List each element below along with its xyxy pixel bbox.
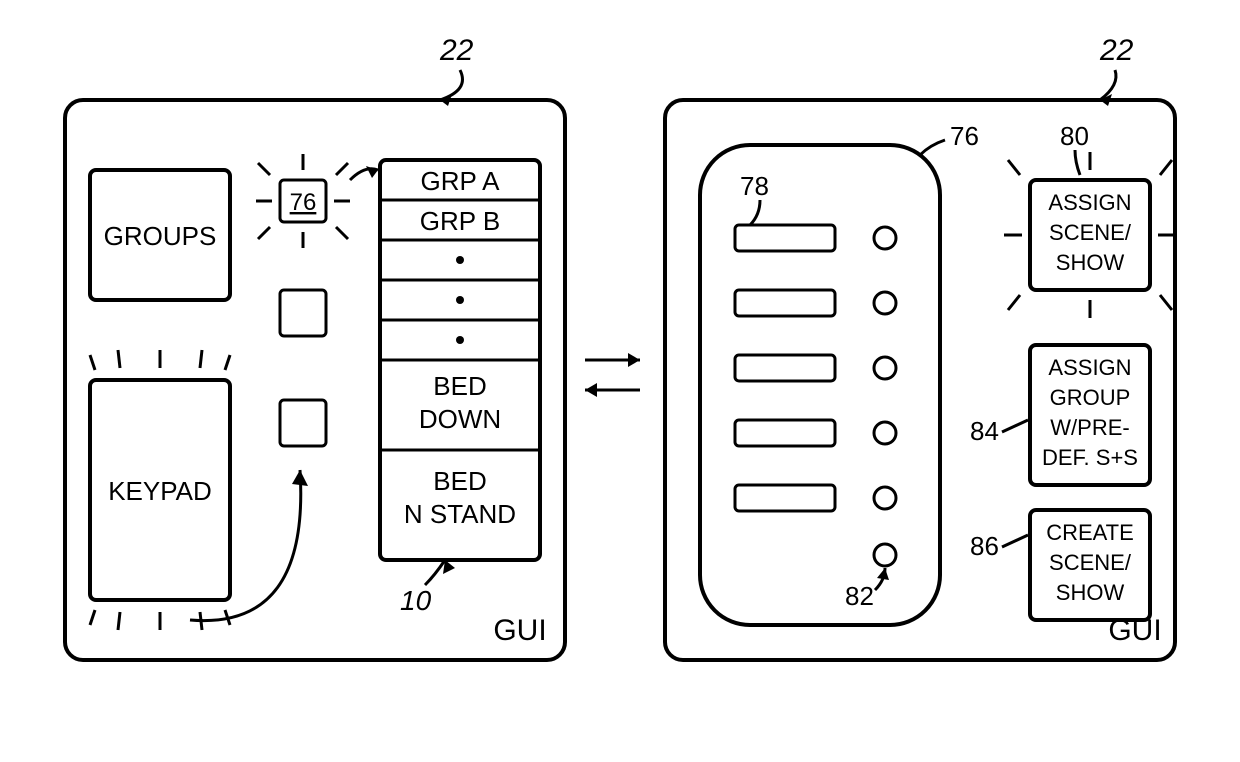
left-gui-label: GUI [493,614,546,647]
list-dot-1 [456,256,464,264]
small-box-1[interactable] [280,290,326,336]
list-item-bed-down-2: DOWN [419,404,501,434]
keypad-button-2[interactable] [735,290,835,316]
led-ref-82-arrowhead [877,568,889,580]
ref-84: 84 [970,416,1028,446]
button-ref-78: 78 [740,171,769,201]
list-dot-2 [456,296,464,304]
keypad-device: 76 78 82 [700,121,979,625]
button-ref-78-leader [750,200,760,225]
list-item-grp-a[interactable]: GRP A [420,166,500,196]
highlighted-76-box[interactable]: 76 [256,154,350,248]
led-ref-82: 82 [845,581,874,611]
list-item-grp-b[interactable]: GRP B [420,206,500,236]
arrow-76-to-list [350,166,378,180]
small-box-2[interactable] [280,400,326,446]
right-gui-panel: GUI 22 76 78 [665,34,1176,660]
svg-text:DEF. S+S: DEF. S+S [1042,445,1138,470]
svg-text:22: 22 [1099,34,1134,67]
keypad-button-3[interactable] [735,355,835,381]
svg-text:86: 86 [970,531,999,561]
groups-box-label: GROUPS [104,221,217,251]
device-list: GRP A GRP B BED DOWN BED N STAND [380,160,540,560]
keypad-led-6 [874,544,896,566]
keypad-box[interactable]: KEYPAD [90,350,230,630]
keypad-ref-76-leader [920,140,945,155]
keypad-box-label: KEYPAD [108,476,212,506]
create-scene-show-box[interactable]: CREATE SCENE/ SHOW [1030,510,1150,620]
keypad-button-1[interactable] [735,225,835,251]
groups-box[interactable]: GROUPS [90,170,230,300]
keypad-led-1 [874,227,896,249]
svg-text:ASSIGN: ASSIGN [1048,355,1131,380]
keypad-led-3 [874,357,896,379]
keypad-led-5 [874,487,896,509]
svg-text:W/PRE-: W/PRE- [1050,415,1129,440]
svg-text:ASSIGN: ASSIGN [1048,190,1131,215]
ref-80: 80 [1060,121,1089,175]
svg-text:SCENE/: SCENE/ [1049,220,1132,245]
keypad-led-4 [874,422,896,444]
list-item-bed-down-1[interactable]: BED [433,371,486,401]
svg-text:84: 84 [970,416,999,446]
keypad-buttons-leds [735,225,896,566]
svg-text:SCENE/: SCENE/ [1049,550,1132,575]
keypad-button-4[interactable] [735,420,835,446]
left-ref-22: 22 [439,34,474,106]
keypad-ref-76: 76 [950,121,979,151]
list-item-bed-nstand-2: N STAND [404,499,516,529]
svg-text:10: 10 [400,585,432,616]
highlighted-76-label: 76 [290,189,317,216]
svg-text:22: 22 [439,34,474,67]
svg-text:CREATE: CREATE [1046,520,1134,545]
list-dot-3 [456,336,464,344]
list-ref-10: 10 [400,560,455,616]
keypad-led-2 [874,292,896,314]
right-ref-22: 22 [1099,34,1134,106]
ref-86: 86 [970,531,1028,561]
assign-scene-show-box[interactable]: ASSIGN SCENE/ SHOW [1004,152,1176,318]
assign-group-predef-box[interactable]: ASSIGN GROUP W/PRE- DEF. S+S [1030,345,1150,485]
bidirectional-arrows [585,353,640,397]
svg-text:SHOW: SHOW [1056,250,1125,275]
list-item-bed-nstand-1[interactable]: BED [433,466,486,496]
keypad-button-5[interactable] [735,485,835,511]
svg-text:GROUP: GROUP [1050,385,1131,410]
svg-text:SHOW: SHOW [1056,580,1125,605]
svg-text:80: 80 [1060,121,1089,151]
left-gui-panel: GUI 22 GROUPS KEYPAD [65,34,565,660]
